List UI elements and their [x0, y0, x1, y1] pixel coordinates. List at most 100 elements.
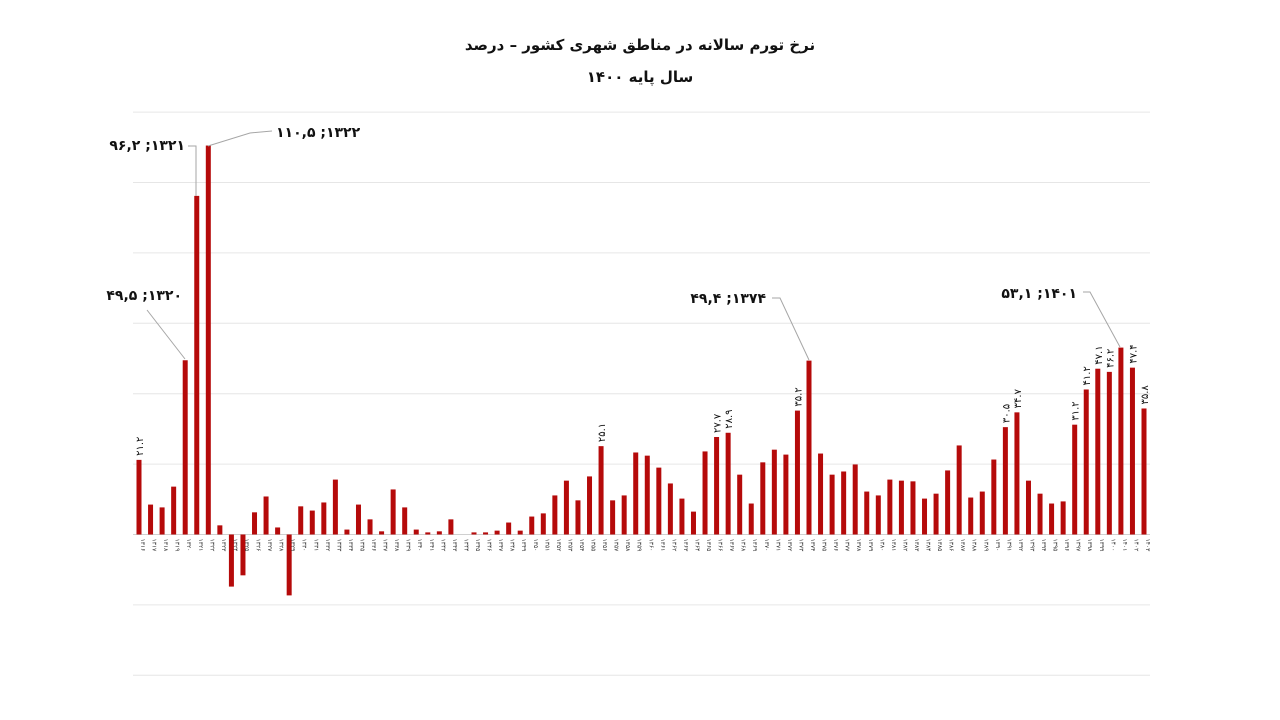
data-label: ۳۰.۵: [1001, 404, 1012, 423]
bar: [436, 531, 442, 535]
x-tick-label: ۱۳۵۷: [613, 539, 620, 553]
data-label: ۲۵.۱: [597, 423, 608, 442]
bar: [263, 496, 269, 535]
x-tick-label: ۱۳۱۶: [139, 539, 146, 552]
x-tick-label: ۱۳۳۷: [382, 539, 389, 553]
x-tick-label: ۱۳۵۲: [555, 539, 562, 552]
data-label: ۳۴.۷: [1013, 388, 1024, 408]
bar: [1095, 368, 1101, 535]
bar-series: [136, 145, 1147, 596]
data-label: ۴۷.۴: [1128, 344, 1139, 363]
x-tick-label: ۱۳۳۴: [347, 539, 354, 552]
x-tick-label: ۱۳۴۵: [474, 539, 481, 552]
x-axis-labels: ۱۳۱۶ ۱۳۱۷ ۱۳۱۸ ۱۳۱۹ ۱۳۲۰ ۱۳۲۱ ۱۳۲۲ ۱۳۲۳ ۱۳۲۴ ۱۳۲۵…: [139, 539, 1151, 553]
leader-line: [1083, 291, 1121, 348]
leader-line: [207, 130, 273, 147]
bar: [182, 360, 188, 535]
bar: [794, 410, 800, 535]
x-tick-label: ۱۳۷۴: [809, 539, 816, 552]
data-label: ۲۱.۲: [135, 437, 146, 456]
bar: [1060, 501, 1066, 535]
bar: [402, 507, 408, 535]
x-tick-label: ۱۳۵۸: [624, 539, 631, 553]
x-tick-label: ۱۳۱۷: [151, 539, 158, 553]
bar: [737, 474, 743, 535]
x-tick-label: ۱۳۳۸: [393, 539, 400, 553]
bar: [702, 451, 708, 535]
x-tick-label: ۱۳۲۸: [278, 539, 285, 553]
bar: [471, 532, 477, 535]
bar: [344, 529, 350, 535]
bar: [887, 479, 893, 535]
x-tick-label: ۱۴۰۳: [1144, 539, 1151, 553]
bar: [806, 360, 812, 535]
data-label: ۳۱.۲: [1071, 401, 1082, 420]
bar: [448, 519, 454, 535]
leader-line: [772, 297, 810, 361]
bar: [829, 474, 835, 535]
x-tick-label: ۱۳۵۳: [566, 539, 573, 553]
x-tick-label: ۱۳۴۰: [416, 539, 423, 552]
x-tick-label: ۱۳۶۱: [659, 539, 666, 552]
bar: [494, 530, 500, 535]
callout-label: ۴۹,۴ ;۱۳۷۴: [690, 291, 766, 307]
bar: [1141, 408, 1147, 535]
x-tick-label: ۱۳۲۱: [197, 539, 204, 552]
x-tick-label: ۱۳۵۰: [532, 539, 539, 552]
bar: [667, 483, 673, 535]
bar: [841, 471, 847, 535]
x-tick-label: ۱۳۲۰: [185, 539, 192, 552]
callout-label: ۴۹,۵ ;۱۳۲۰: [106, 288, 182, 304]
bar: [1083, 389, 1089, 535]
x-tick-label: ۱۳۷۸: [855, 539, 862, 553]
x-tick-label: ۱۳۳۱: [312, 539, 319, 552]
x-tick-label: ۱۳۹۸: [1086, 539, 1093, 553]
bar: [852, 464, 858, 535]
bar: [587, 476, 593, 535]
bar: [991, 459, 997, 535]
x-tick-label: ۱۴۰۲: [1132, 539, 1139, 552]
x-tick-label: ۱۳۶۸: [740, 539, 747, 553]
bar: [1118, 347, 1124, 535]
x-tick-label: ۱۳۶۶: [717, 539, 724, 552]
data-label: ۲۷.۷: [713, 413, 724, 433]
x-tick-label: ۱۳۱۸: [162, 539, 169, 553]
x-tick-label: ۱۳۲۵: [243, 539, 250, 552]
bar: [783, 454, 789, 535]
x-tick-label: ۱۳۲۷: [266, 539, 273, 553]
chart-title: نرخ تورم سالانه در مناطق شهری کشور – درص…: [464, 36, 816, 54]
bar: [136, 459, 142, 535]
x-tick-label: ۱۳۸۳: [913, 539, 920, 553]
bar: [205, 145, 211, 535]
bar: [332, 479, 338, 535]
bar: [240, 534, 246, 576]
x-tick-label: ۱۴۰۱: [1121, 539, 1128, 552]
bar: [633, 452, 639, 535]
gridlines: [133, 111, 1150, 676]
x-tick-label: ۱۳۷۵: [821, 539, 828, 552]
x-tick-label: ۱۳۴۹: [520, 539, 527, 552]
bar: [598, 446, 604, 535]
x-tick-label: ۱۳۸۷: [959, 539, 966, 553]
x-tick-label: ۱۳۷۰: [763, 539, 770, 552]
bar: [1037, 493, 1043, 535]
x-tick-label: ۱۳۶۳: [682, 539, 689, 553]
x-tick-label: ۱۳۴۶: [486, 539, 493, 552]
x-tick-label: ۱۳۸۱: [890, 539, 897, 552]
x-tick-label: ۱۳۹۷: [1075, 539, 1082, 553]
x-tick-label: ۱۳۳۳: [335, 539, 342, 553]
x-tick-label: ۱۳۵۴: [578, 539, 585, 552]
bar: [956, 445, 962, 535]
x-tick-label: ۱۳۶۵: [705, 539, 712, 552]
bar: [575, 500, 581, 535]
x-tick-label: ۱۳۷۶: [832, 539, 839, 552]
x-tick-label: ۱۳۳۲: [324, 539, 331, 552]
x-tick-label: ۱۳۱۹: [174, 539, 181, 552]
x-tick-label: ۱۳۳۰: [301, 539, 308, 552]
bar: [252, 512, 258, 535]
data-label: ۴۱.۲: [1082, 366, 1093, 385]
x-tick-label: ۱۳۵۱: [543, 539, 550, 552]
bar: [309, 510, 315, 535]
bar: [217, 525, 223, 535]
